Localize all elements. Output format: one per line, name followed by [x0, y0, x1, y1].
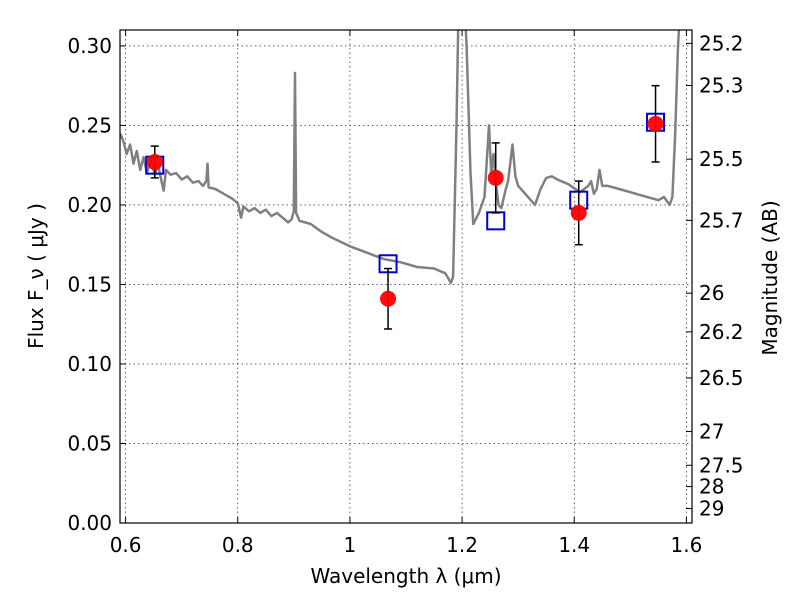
observed-point [487, 169, 504, 186]
y-tick-label: 0.30 [67, 34, 112, 58]
magnitude-tick-label: 29 [699, 497, 724, 521]
observed-point [380, 290, 397, 307]
y-axis-label: Flux F_ν ( μJy ) [24, 203, 48, 349]
model-square [486, 211, 506, 231]
magnitude-axis-label: Magnitude (AB) [758, 200, 782, 355]
magnitude-tick-label: 26 [699, 281, 724, 305]
magnitude-tick-label: 25.3 [699, 74, 744, 98]
magnitude-tick-label: 28 [699, 475, 724, 499]
x-axis-ticks: 0.6 0.8 1 1.2 1.4 1.6 [110, 30, 702, 557]
observed-point [647, 115, 664, 132]
x-tick-label: 0.8 [222, 533, 254, 557]
x-tick-label: 1.4 [558, 533, 590, 557]
magnitude-tick-label: 25.7 [699, 208, 744, 232]
observed-point [570, 204, 587, 221]
y-tick-label: 0.10 [67, 352, 112, 376]
magnitude-tick-label: 25.2 [699, 31, 744, 55]
gridlines [120, 30, 692, 524]
y-tick-label: 0.05 [67, 431, 112, 455]
observed-photometry-points [146, 115, 664, 307]
x-axis-label: Wavelength λ (μm) [310, 564, 501, 588]
x-tick-label: 1.2 [446, 533, 478, 557]
plot-area [120, 30, 681, 330]
model-spectrum-line [120, 30, 681, 285]
x-tick-label: 1.6 [670, 533, 702, 557]
magnitude-tick-label: 26.5 [699, 366, 744, 390]
observed-point [146, 153, 163, 170]
y-tick-label: 0.15 [67, 272, 112, 296]
y-tick-label: 0.00 [67, 511, 112, 535]
y-axis-ticks: 0.00 0.05 0.10 0.15 0.20 0.25 0.30 [67, 34, 126, 535]
magnitude-tick-label: 27 [699, 420, 724, 444]
magnitude-tick-label: 26.2 [699, 320, 744, 344]
magnitude-tick-label: 25.5 [699, 147, 744, 171]
plot-frame [119, 29, 693, 524]
x-tick-label: 0.6 [110, 533, 142, 557]
y-tick-label: 0.20 [67, 193, 112, 217]
x-tick-label: 1 [344, 533, 357, 557]
y-tick-label: 0.25 [67, 113, 112, 137]
magnitude-tick-label: 27.5 [699, 453, 744, 477]
